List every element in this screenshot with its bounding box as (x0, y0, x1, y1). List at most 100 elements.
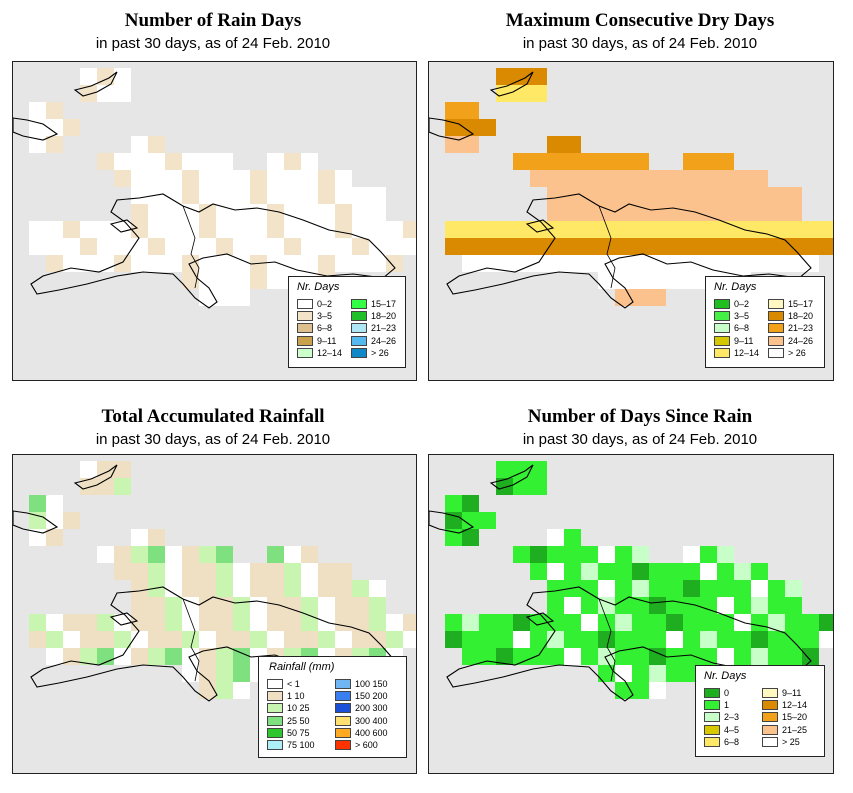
grid-cell (267, 546, 284, 563)
grid-cell (462, 614, 479, 631)
grid-cell (496, 648, 513, 665)
grid-cell (700, 614, 717, 631)
grid-cell (63, 119, 80, 136)
legend-item: 1 (704, 700, 729, 711)
grid-cell (581, 238, 598, 255)
grid-cell (199, 272, 216, 289)
grid-cell (165, 238, 182, 255)
grid-cell (403, 221, 416, 238)
grid-cell (216, 682, 233, 699)
legend-item: 24–26 (351, 335, 396, 346)
grid-cell (233, 597, 250, 614)
grid-cell (615, 563, 632, 580)
grid-cell (216, 204, 233, 221)
grid-cell (148, 255, 165, 272)
grid-cell (63, 255, 80, 272)
grid-cell (547, 648, 564, 665)
grid-cell (734, 204, 751, 221)
grid-cell (700, 221, 717, 238)
grid-cell (530, 153, 547, 170)
grid-cell (598, 153, 615, 170)
grid-cell (63, 614, 80, 631)
grid-cell (768, 187, 785, 204)
grid-cell (131, 563, 148, 580)
grid-cell (785, 204, 802, 221)
legend-item: > 600 (335, 740, 378, 750)
grid-cell (496, 255, 513, 272)
grid-cell (649, 204, 666, 221)
grid-cell (335, 187, 352, 204)
grid-cell (615, 665, 632, 682)
legend-label: 0–2 (734, 299, 750, 309)
grid-cell (131, 204, 148, 221)
legend-swatch (762, 700, 778, 711)
grid-cell (751, 631, 768, 648)
grid-cell (131, 631, 148, 648)
panel-title: Number of Days Since Rain (527, 406, 753, 427)
grid-cell (284, 153, 301, 170)
legend-label: 4–5 (724, 724, 740, 735)
grid-cell (513, 221, 530, 238)
grid-cell (216, 631, 233, 648)
grid-cell (445, 102, 462, 119)
grid-cell (131, 580, 148, 597)
grid-cell (114, 238, 131, 255)
grid-cell (386, 238, 403, 255)
grid-cell (479, 221, 496, 238)
grid-cell (530, 68, 547, 85)
grid-cell (700, 238, 717, 255)
grid-cell (479, 255, 496, 272)
grid-cell (199, 289, 216, 306)
grid-cell (148, 614, 165, 631)
grid-cell (250, 597, 267, 614)
grid-cell (114, 153, 131, 170)
grid-cell (530, 221, 547, 238)
grid-cell (165, 580, 182, 597)
grid-cell (649, 580, 666, 597)
grid-cell (581, 187, 598, 204)
grid-cell (335, 563, 352, 580)
legend-item: 12–14 (714, 347, 759, 358)
grid-cell (564, 597, 581, 614)
country-border (598, 205, 616, 289)
grid-cell (97, 631, 114, 648)
grid-cell (445, 238, 462, 255)
legend-label: > 25 (782, 736, 800, 747)
legend-label: 0–2 (317, 299, 333, 309)
grid-cell (717, 563, 734, 580)
legend-swatch (335, 679, 351, 689)
grid-cell (114, 170, 131, 187)
panel-days-since-rain: Number of Days Since Rain in past 30 day… (427, 397, 853, 793)
legend-item: 21–23 (768, 323, 814, 334)
grid-cell (819, 631, 833, 648)
grid-cell (250, 238, 267, 255)
legend-label: 21–23 (788, 323, 814, 334)
grid-cell (547, 238, 564, 255)
grid-cell (46, 102, 63, 119)
grid-cell (462, 102, 479, 119)
grid-cell (683, 631, 700, 648)
grid-cell (700, 546, 717, 563)
grid-cell (581, 204, 598, 221)
grid-cell (318, 597, 335, 614)
grid-cell (250, 187, 267, 204)
grid-cell (267, 563, 284, 580)
grid-cell (462, 238, 479, 255)
grid-cell (547, 221, 564, 238)
grid-cell (267, 187, 284, 204)
grid-cell (250, 563, 267, 580)
grid-cell (649, 614, 666, 631)
grid-cell (233, 580, 250, 597)
legend-item: 18–20 (351, 311, 396, 322)
grid-cell (199, 255, 216, 272)
grid-cell (369, 631, 386, 648)
grid-cell (233, 272, 250, 289)
grid-cell (199, 238, 216, 255)
island-coastline (525, 612, 555, 626)
grid-cell (301, 597, 318, 614)
grid-cell (114, 631, 131, 648)
grid-cell (649, 665, 666, 682)
legend-swatch (762, 688, 778, 698)
legend-swatch (351, 299, 367, 309)
legend-swatch (267, 715, 283, 726)
